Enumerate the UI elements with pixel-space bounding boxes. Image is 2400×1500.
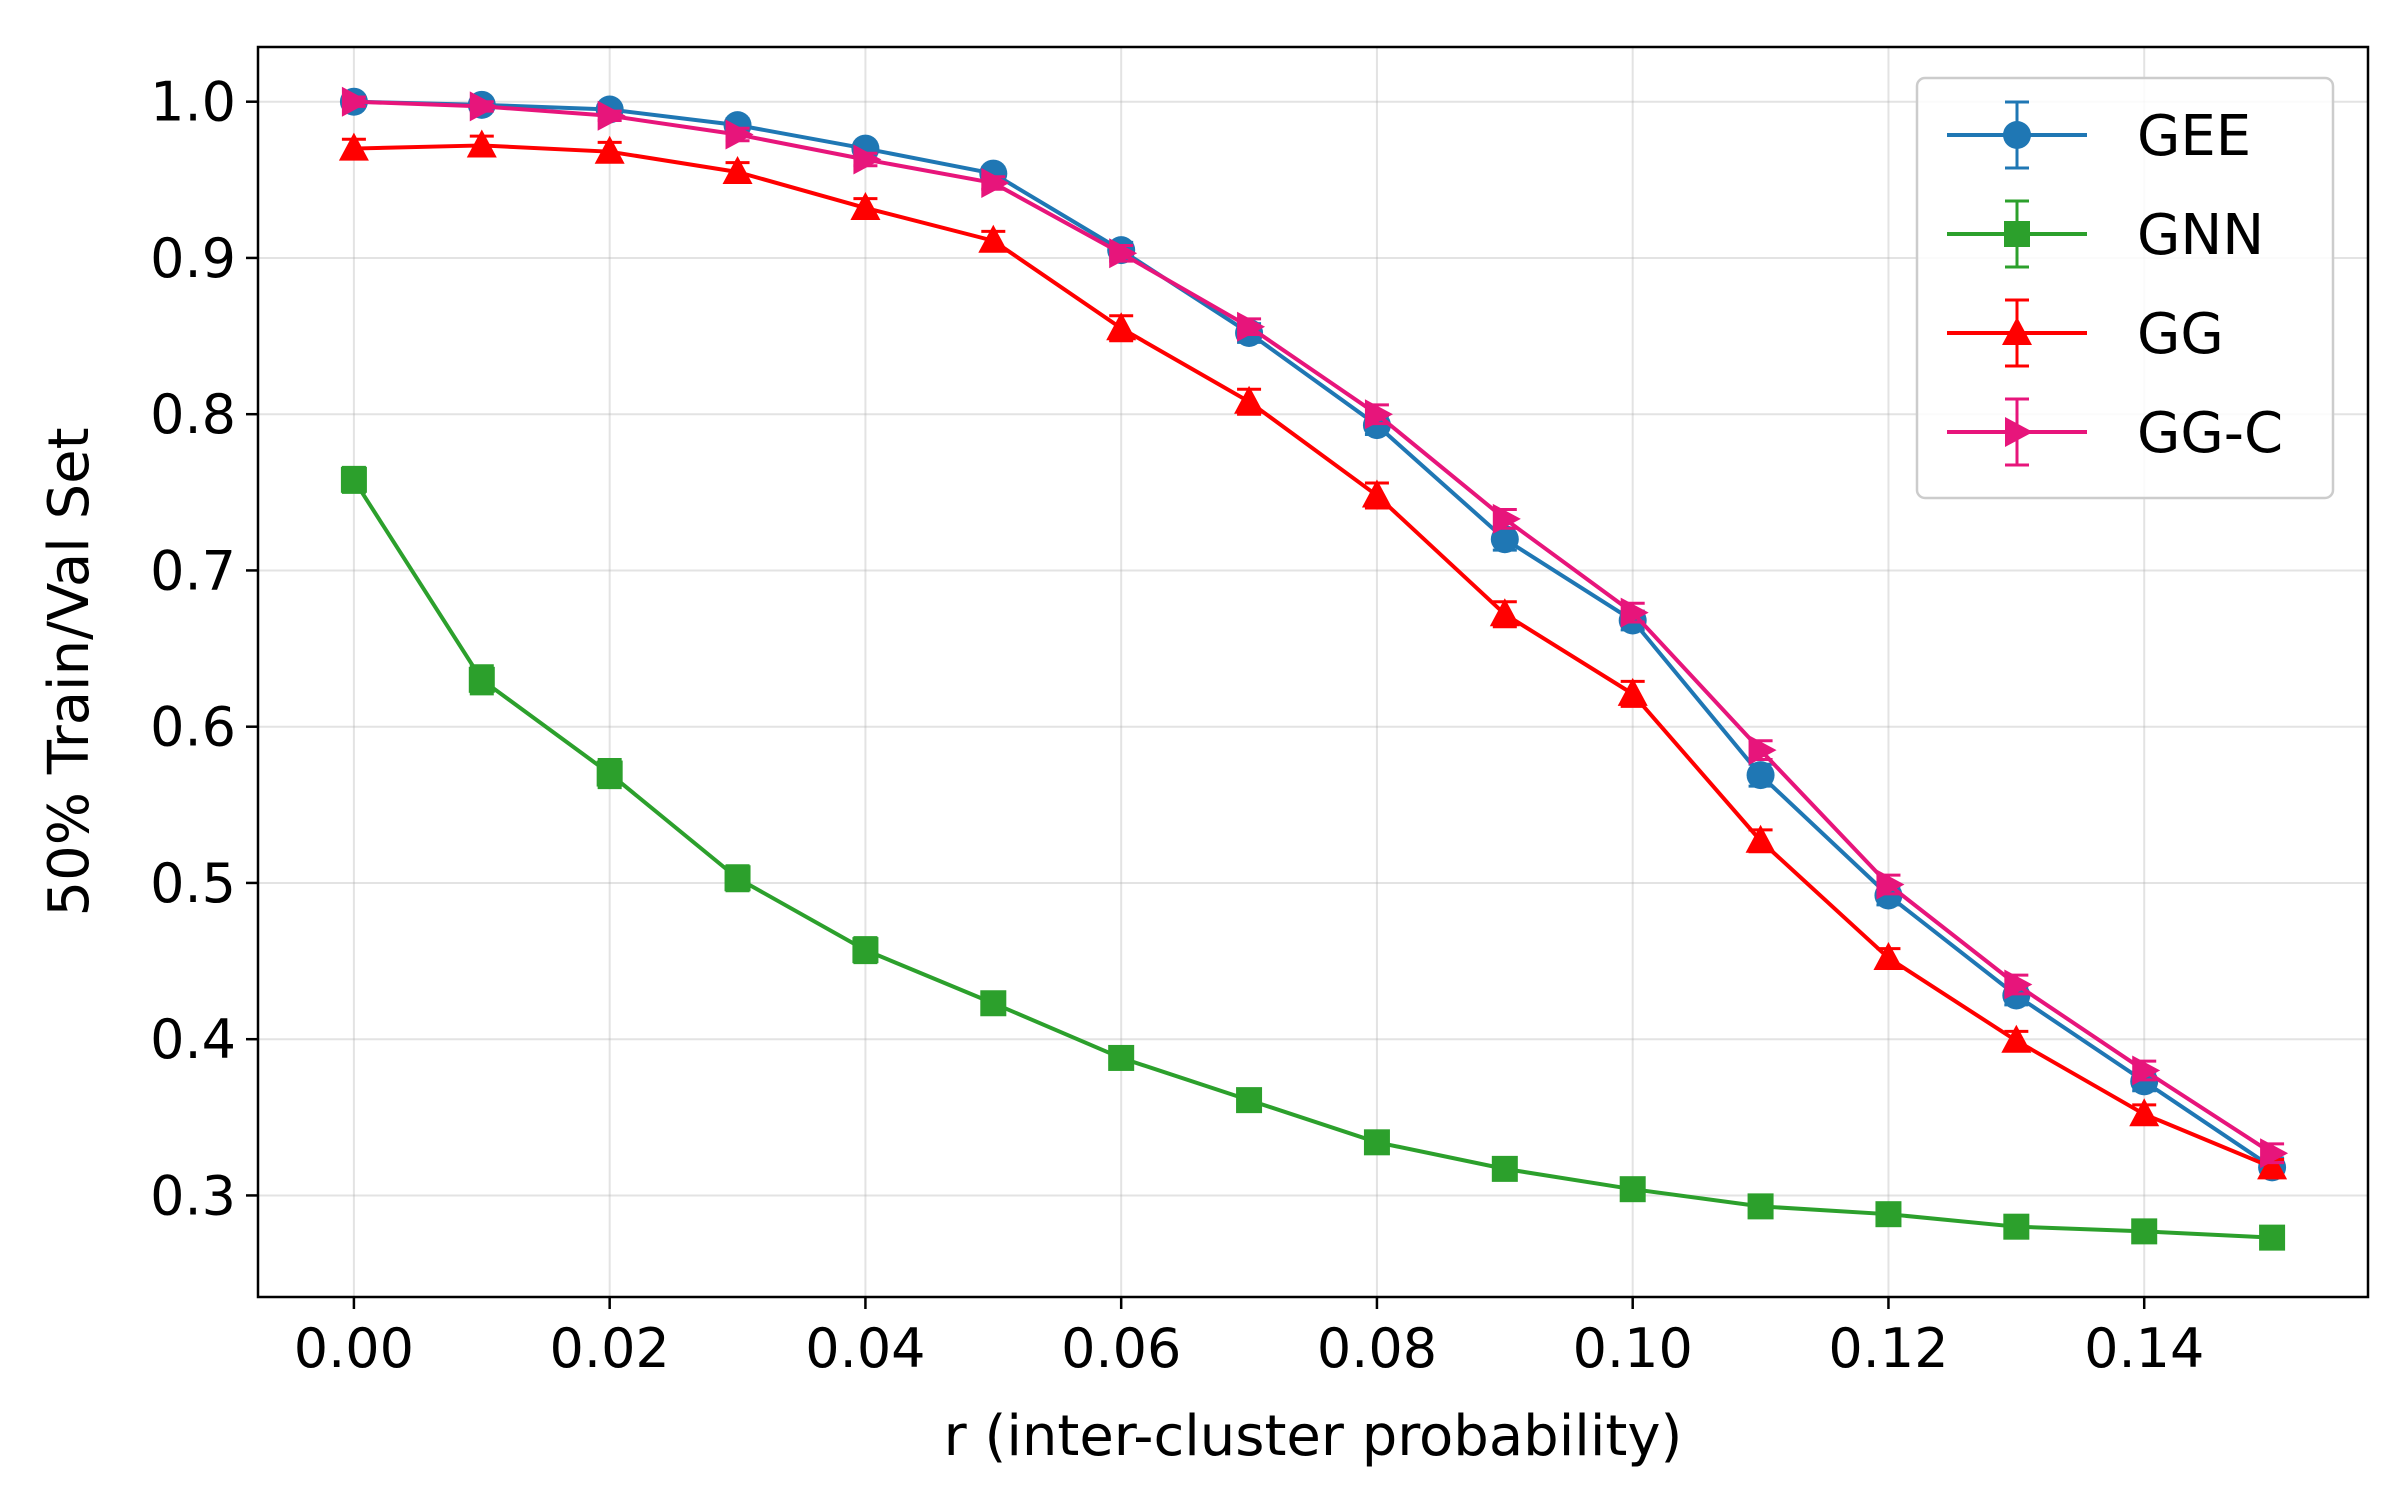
y-tick-label: 0.5 [150, 852, 236, 915]
data-point-gg-c [725, 119, 754, 150]
data-point-gg-c [853, 144, 882, 175]
y-tick-label: 0.3 [150, 1164, 236, 1227]
data-point-gnn [1363, 1129, 1390, 1156]
data-point-gnn [1491, 1155, 1518, 1182]
data-point-gnn [1236, 1087, 1263, 1114]
data-point-gg [2001, 1024, 2032, 1053]
y-axis-label: 50% Train/Val Set [37, 427, 102, 916]
legend-marker [2004, 221, 2030, 247]
data-point-gnn [1875, 1201, 1902, 1228]
legend-item-gg: GG [1947, 298, 2224, 368]
data-point-gg-c [1748, 735, 1777, 766]
data-point-gnn [596, 760, 623, 787]
legend-label: GG [2137, 302, 2224, 367]
data-point-gg-c [1237, 311, 1266, 342]
data-point-gg-c [2132, 1055, 2161, 1086]
y-tick-label: 0.8 [150, 383, 236, 446]
data-point-gg-c [469, 91, 498, 122]
x-tick-label: 0.02 [550, 1317, 670, 1380]
data-point-gg [1873, 941, 1904, 970]
series-layer [338, 86, 2289, 1251]
data-point-gg [1617, 677, 1648, 706]
data-point-gg-c [2260, 1138, 2289, 1169]
legend-item-gee: GEE [1947, 100, 2251, 170]
legend-label: GG-C [2137, 401, 2283, 466]
data-point-gg [722, 156, 753, 184]
y-tick-label: 1.0 [150, 71, 236, 134]
y-tick-label: 0.7 [150, 539, 236, 602]
series-line-gnn [352, 478, 2273, 1240]
data-point-gg-c [981, 167, 1010, 198]
legend-marker [2002, 317, 2032, 345]
y-axis: 0.3 0.4 0.5 0.6 0.7 0.8 0.9 1.0 [150, 71, 258, 1227]
series-gnn [340, 465, 2286, 1251]
data-point-gnn [340, 466, 367, 493]
legend-item-gg-c: GG-C [1947, 397, 2283, 467]
data-point-gg [2129, 1098, 2160, 1127]
x-tick-label: 0.06 [1061, 1317, 1181, 1380]
data-point-gg-c [2004, 969, 2033, 1000]
x-tick-label: 0.08 [1317, 1317, 1437, 1380]
data-point-gg [466, 129, 497, 158]
series-gg-c [341, 86, 2289, 1169]
data-point-gnn [980, 990, 1007, 1017]
data-point-gg [1361, 479, 1392, 508]
series-line-gg [353, 143, 2273, 1170]
series-gg [338, 129, 2288, 1180]
data-point-gg [594, 135, 625, 164]
series-line-gg-c [353, 99, 2274, 1155]
data-point-gg [338, 132, 369, 161]
legend: GEE GNN GG GG-C [1915, 76, 2335, 500]
x-tick-label: 0.00 [294, 1317, 414, 1380]
data-point-gnn [1108, 1044, 1135, 1071]
data-point-gg-c [1620, 597, 1649, 628]
data-point-gg [2257, 1151, 2288, 1180]
y-tick-label: 0.6 [150, 696, 236, 759]
data-point-gg-c [1364, 399, 1393, 430]
data-point-gg [1234, 385, 1265, 414]
data-point-gee [1746, 761, 1775, 790]
x-tick-label: 0.14 [2084, 1317, 2204, 1380]
legend-box [1915, 76, 2335, 500]
data-point-gg-c [1492, 503, 1521, 534]
legend-marker [2005, 417, 2033, 447]
data-point-gg-c [597, 100, 626, 131]
data-point-gg [1745, 824, 1776, 853]
data-point-gg [850, 191, 881, 220]
y-tick-label: 0.4 [150, 1008, 236, 1071]
legend-label: GNN [2137, 203, 2264, 268]
data-point-gg-c [1876, 869, 1905, 900]
x-axis-label: r (inter-cluster probability) [944, 1404, 1683, 1469]
x-tick-label: 0.04 [805, 1317, 925, 1380]
data-point-gee [1490, 525, 1519, 554]
data-point-gnn [852, 937, 879, 964]
x-axis: 0.00 0.02 0.04 0.06 0.08 0.10 0.12 0.14 [294, 1297, 2204, 1380]
data-point-gnn [2003, 1213, 2030, 1240]
y-tick-label: 0.9 [150, 227, 236, 290]
data-point-gg [1489, 598, 1520, 627]
data-point-gnn [724, 865, 751, 892]
data-point-gnn [1747, 1193, 1774, 1220]
series-line-gee [353, 99, 2274, 1169]
data-point-gnn [1619, 1176, 1646, 1203]
data-point-gnn [2259, 1224, 2286, 1251]
data-point-gnn [468, 666, 495, 693]
legend-label: GEE [2137, 104, 2251, 169]
data-point-gg-c [1109, 238, 1138, 269]
legend-item-gnn: GNN [1947, 199, 2264, 269]
plot-frame [256, 45, 2370, 1299]
x-tick-label: 0.12 [1828, 1317, 1948, 1380]
data-point-gg [1106, 312, 1137, 341]
data-point-gg-c [341, 86, 370, 117]
x-tick-label: 0.10 [1573, 1317, 1693, 1380]
legend-marker [2003, 121, 2031, 149]
data-point-gg [978, 224, 1009, 253]
data-point-gnn [2131, 1218, 2158, 1245]
